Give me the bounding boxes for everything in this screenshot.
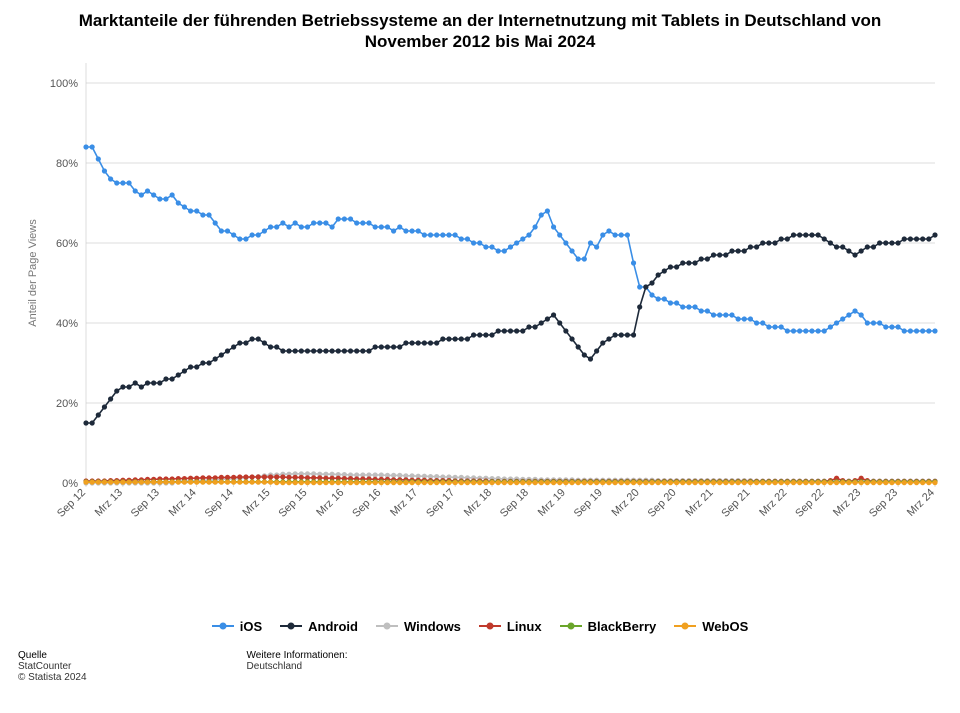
svg-text:Mrz 15: Mrz 15 xyxy=(240,486,272,518)
legend-label: BlackBerry xyxy=(588,619,657,634)
svg-text:Sep 12: Sep 12 xyxy=(55,486,88,519)
legend-swatch-icon xyxy=(479,621,501,631)
legend-item-BlackBerry: BlackBerry xyxy=(560,619,657,634)
svg-text:60%: 60% xyxy=(56,238,78,250)
svg-text:80%: 80% xyxy=(56,158,78,170)
svg-text:Sep 20: Sep 20 xyxy=(646,486,679,519)
chart-area: 0% 20% 40% 60% 80% 100% Anteil der Page Views S… xyxy=(0,53,960,613)
legend-label: WebOS xyxy=(702,619,748,634)
svg-text:Mrz 13: Mrz 13 xyxy=(93,486,125,518)
svg-text:40%: 40% xyxy=(56,318,78,330)
svg-text:Mrz 23: Mrz 23 xyxy=(831,486,863,518)
legend-label: Windows xyxy=(404,619,461,634)
legend-item-iOS: iOS xyxy=(212,619,262,634)
footer-source: Quelle StatCounter © Statista 2024 xyxy=(18,650,87,683)
legend-label: Android xyxy=(308,619,358,634)
svg-text:Sep 13: Sep 13 xyxy=(129,486,162,519)
svg-text:Sep 15: Sep 15 xyxy=(276,486,309,519)
footer-info-heading: Weitere Informationen: xyxy=(247,650,348,661)
svg-text:Mrz 17: Mrz 17 xyxy=(388,486,420,518)
legend-swatch-icon xyxy=(376,621,398,631)
svg-text:Mrz 24: Mrz 24 xyxy=(905,486,937,518)
svg-text:Mrz 16: Mrz 16 xyxy=(314,486,346,518)
svg-text:Sep 16: Sep 16 xyxy=(350,486,383,519)
line-chart-svg: 0% 20% 40% 60% 80% 100% Anteil der Page Views S… xyxy=(0,53,960,613)
svg-text:Mrz 21: Mrz 21 xyxy=(683,486,715,518)
svg-text:0%: 0% xyxy=(62,478,78,490)
legend-swatch-icon xyxy=(212,621,234,631)
footer: Quelle StatCounter © Statista 2024 Weite… xyxy=(0,644,960,683)
legend-swatch-icon xyxy=(674,621,696,631)
legend-item-Linux: Linux xyxy=(479,619,542,634)
series-iOS xyxy=(86,147,935,331)
svg-text:20%: 20% xyxy=(56,398,78,410)
footer-copyright: © Statista 2024 xyxy=(18,672,87,683)
legend-item-WebOS: WebOS xyxy=(674,619,748,634)
svg-text:Anteil der Page Views: Anteil der Page Views xyxy=(27,218,39,326)
legend-label: Linux xyxy=(507,619,542,634)
svg-text:Mrz 18: Mrz 18 xyxy=(462,486,494,518)
svg-text:Sep 14: Sep 14 xyxy=(203,486,236,519)
svg-text:Mrz 19: Mrz 19 xyxy=(536,486,568,518)
legend-swatch-icon xyxy=(280,621,302,631)
svg-text:Mrz 20: Mrz 20 xyxy=(610,486,642,518)
legend-item-Android: Android xyxy=(280,619,358,634)
svg-text:Sep 21: Sep 21 xyxy=(719,486,752,519)
footer-info: Weitere Informationen: Deutschland xyxy=(247,650,348,683)
svg-text:Mrz 22: Mrz 22 xyxy=(757,486,789,518)
svg-text:Sep 17: Sep 17 xyxy=(424,486,457,519)
legend-swatch-icon xyxy=(560,621,582,631)
footer-info-value: Deutschland xyxy=(247,661,348,672)
svg-text:Sep 22: Sep 22 xyxy=(793,486,826,519)
footer-source-heading: Quelle xyxy=(18,650,87,661)
legend-label: iOS xyxy=(240,619,262,634)
footer-source-value: StatCounter xyxy=(18,661,87,672)
legend-item-Windows: Windows xyxy=(376,619,461,634)
svg-text:Mrz 14: Mrz 14 xyxy=(167,486,199,518)
legend: iOS Android Windows Linux BlackBerry WebOS xyxy=(0,613,960,644)
svg-text:Sep 23: Sep 23 xyxy=(867,486,900,519)
chart-title: Marktanteile der führenden Betriebssyste… xyxy=(0,0,960,53)
svg-text:Sep 18: Sep 18 xyxy=(498,486,531,519)
svg-text:100%: 100% xyxy=(50,78,78,90)
svg-text:Sep 19: Sep 19 xyxy=(572,486,605,519)
